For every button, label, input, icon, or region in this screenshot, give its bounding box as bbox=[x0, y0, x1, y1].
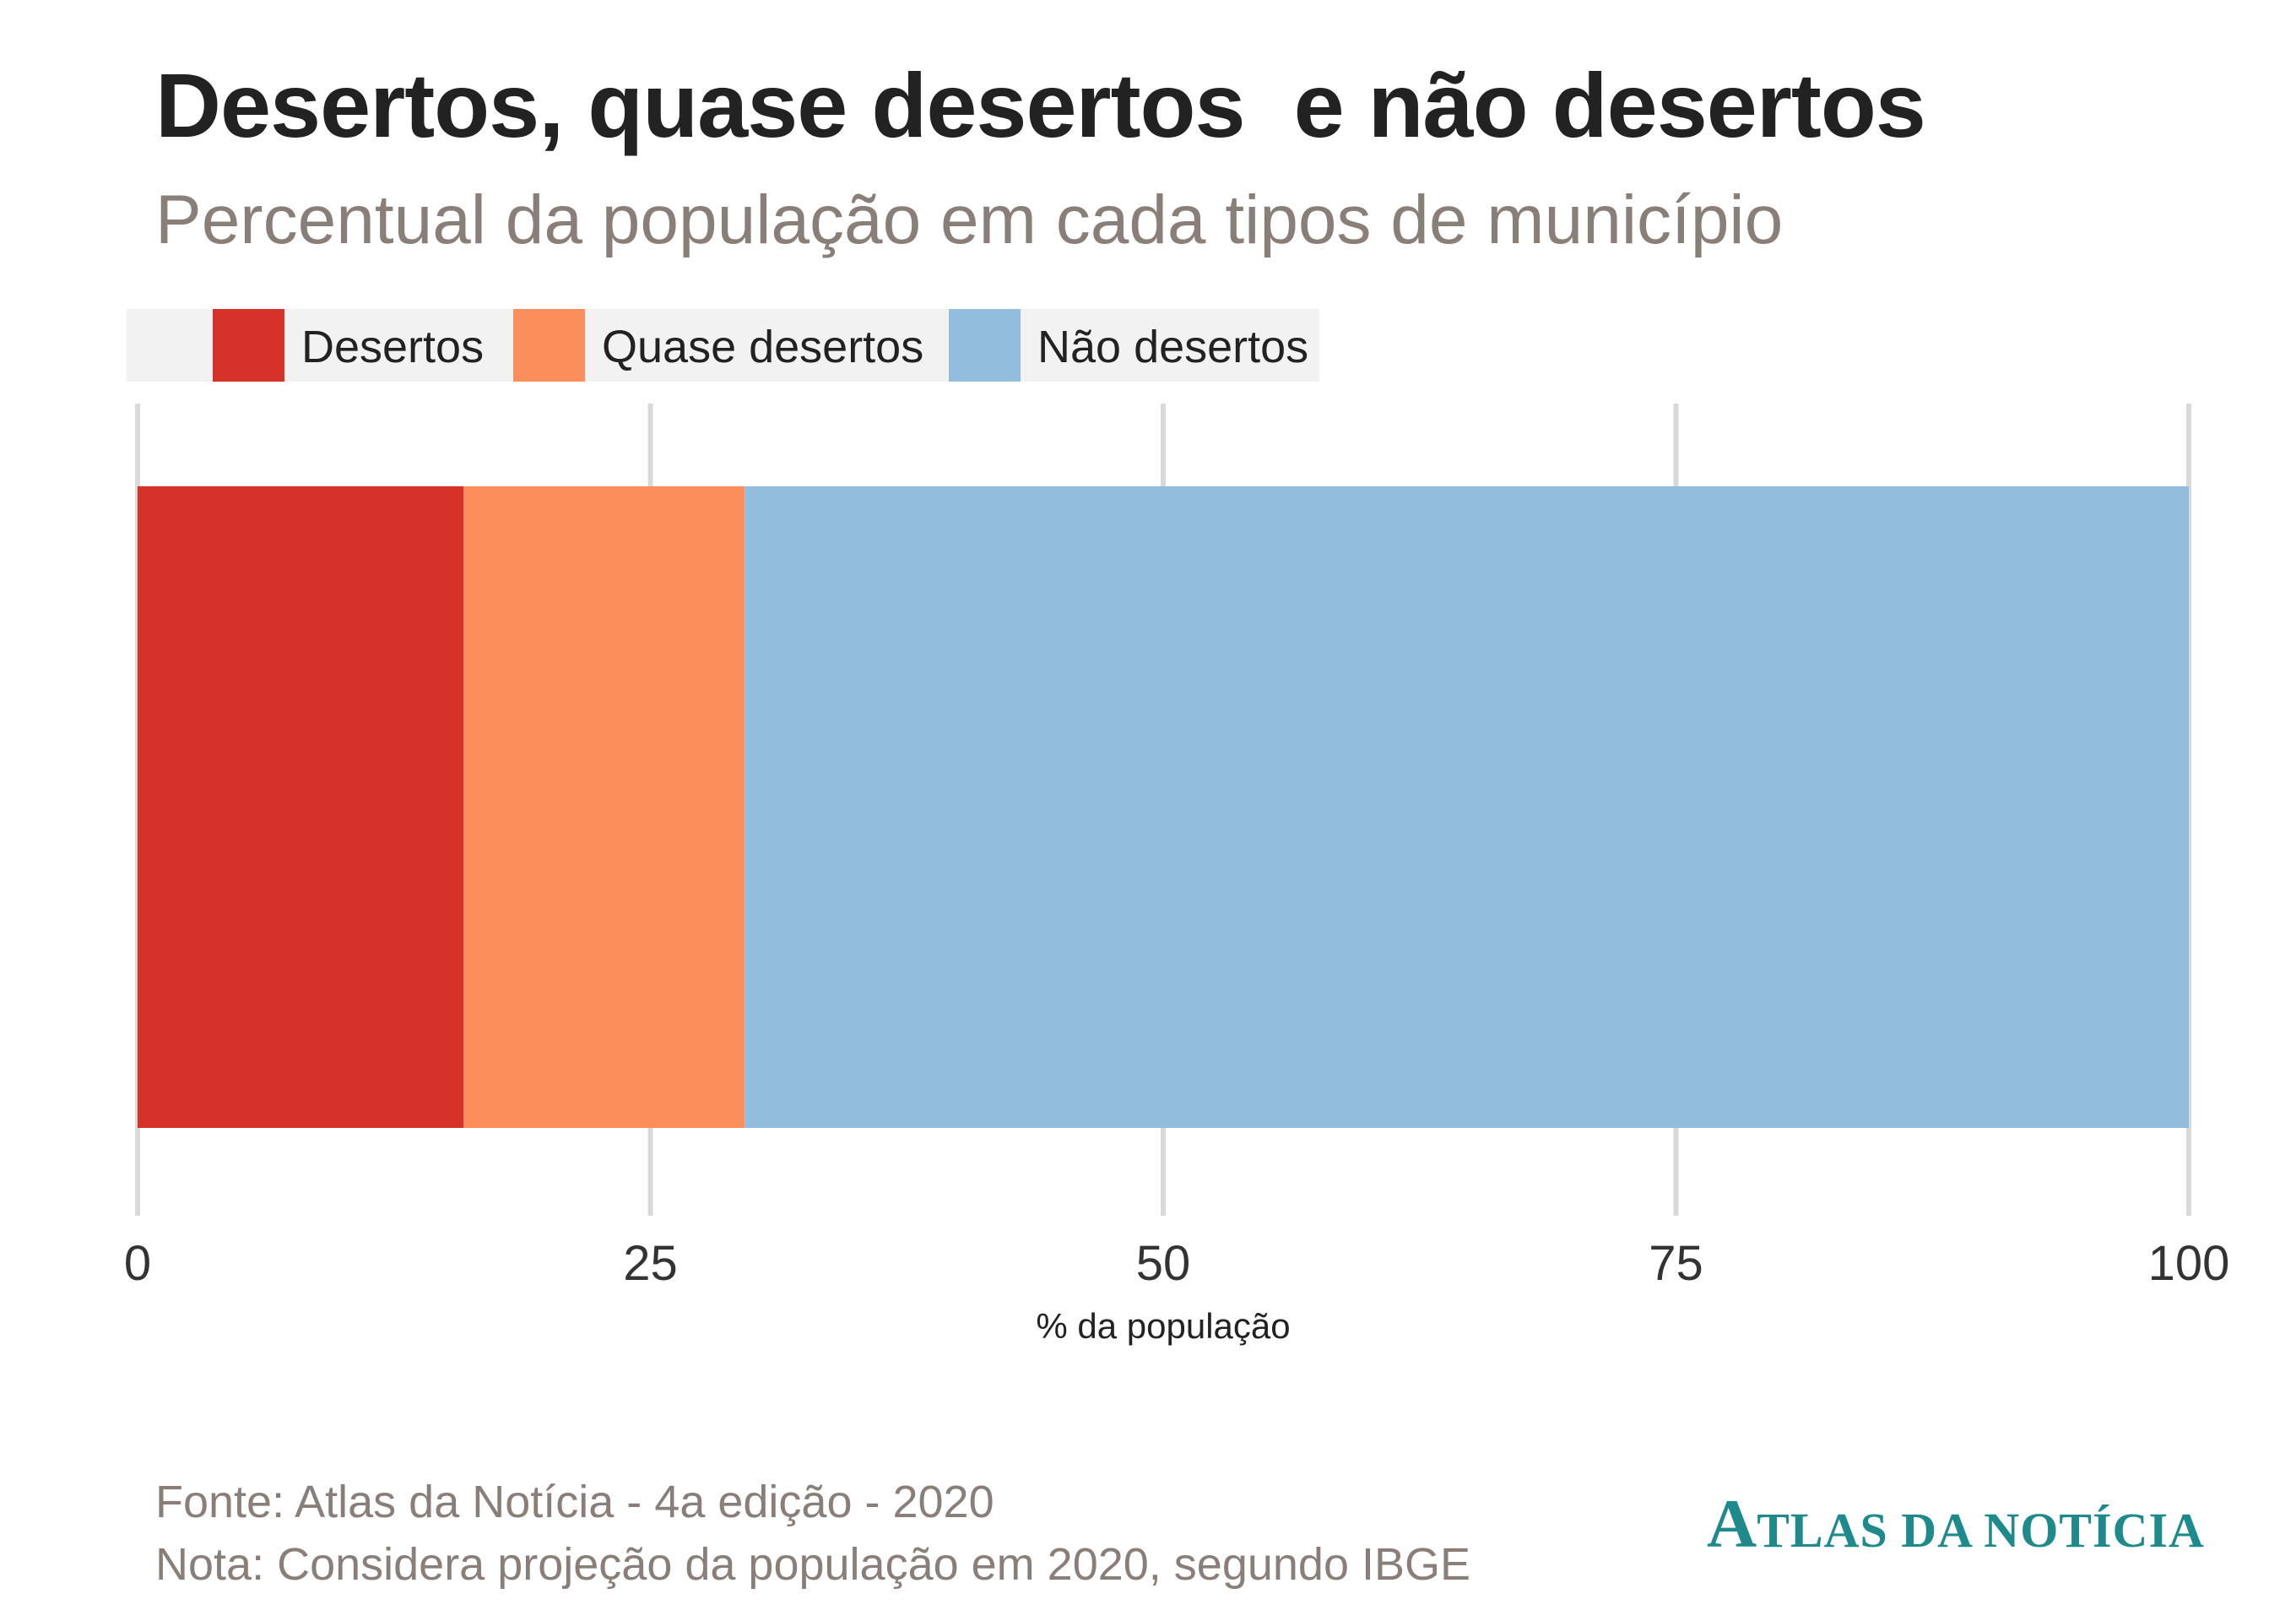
atlas-logo: ATLAS DA NOTÍCIA bbox=[1707, 1484, 2205, 1564]
legend-label-nao-desertos: Não desertos bbox=[1037, 322, 1309, 372]
legend-swatch-nao-desertos bbox=[949, 309, 1021, 382]
chart-title: Desertos, quase desertos e não desertos bbox=[155, 54, 1926, 156]
x-axis-title: % da população bbox=[1036, 1306, 1290, 1346]
bar-segment-desertos bbox=[138, 486, 464, 1128]
x-tick-label-0: 0 bbox=[124, 1236, 151, 1291]
x-tick-label-75: 75 bbox=[1649, 1236, 1703, 1291]
bar-segment-quase-desertos bbox=[463, 486, 745, 1128]
legend-swatch-desertos bbox=[213, 309, 284, 382]
legend-label-desertos: Desertos bbox=[301, 322, 485, 372]
chart-subtitle: Percentual da população em cada tipos de… bbox=[155, 182, 1784, 258]
logo-text: TLAS DA NOTÍCIA bbox=[1757, 1503, 2205, 1558]
population-note: Nota: Considera projeção da população em… bbox=[155, 1539, 1471, 1590]
x-tick-label-25: 25 bbox=[623, 1236, 678, 1291]
legend-swatch-quase-desertos bbox=[513, 309, 585, 382]
logo-initial: A bbox=[1707, 1485, 1757, 1562]
legend: Desertos Quase desertos Não desertos bbox=[127, 309, 1319, 382]
source-note: Fonte: Atlas da Notícia - 4a edição - 20… bbox=[155, 1477, 994, 1527]
bar-segment-nao-desertos bbox=[745, 486, 2189, 1128]
x-tick-label-50: 50 bbox=[1136, 1236, 1191, 1291]
legend-label-quase-desertos: Quase desertos bbox=[602, 322, 924, 372]
x-tick-label-100: 100 bbox=[2148, 1236, 2230, 1291]
